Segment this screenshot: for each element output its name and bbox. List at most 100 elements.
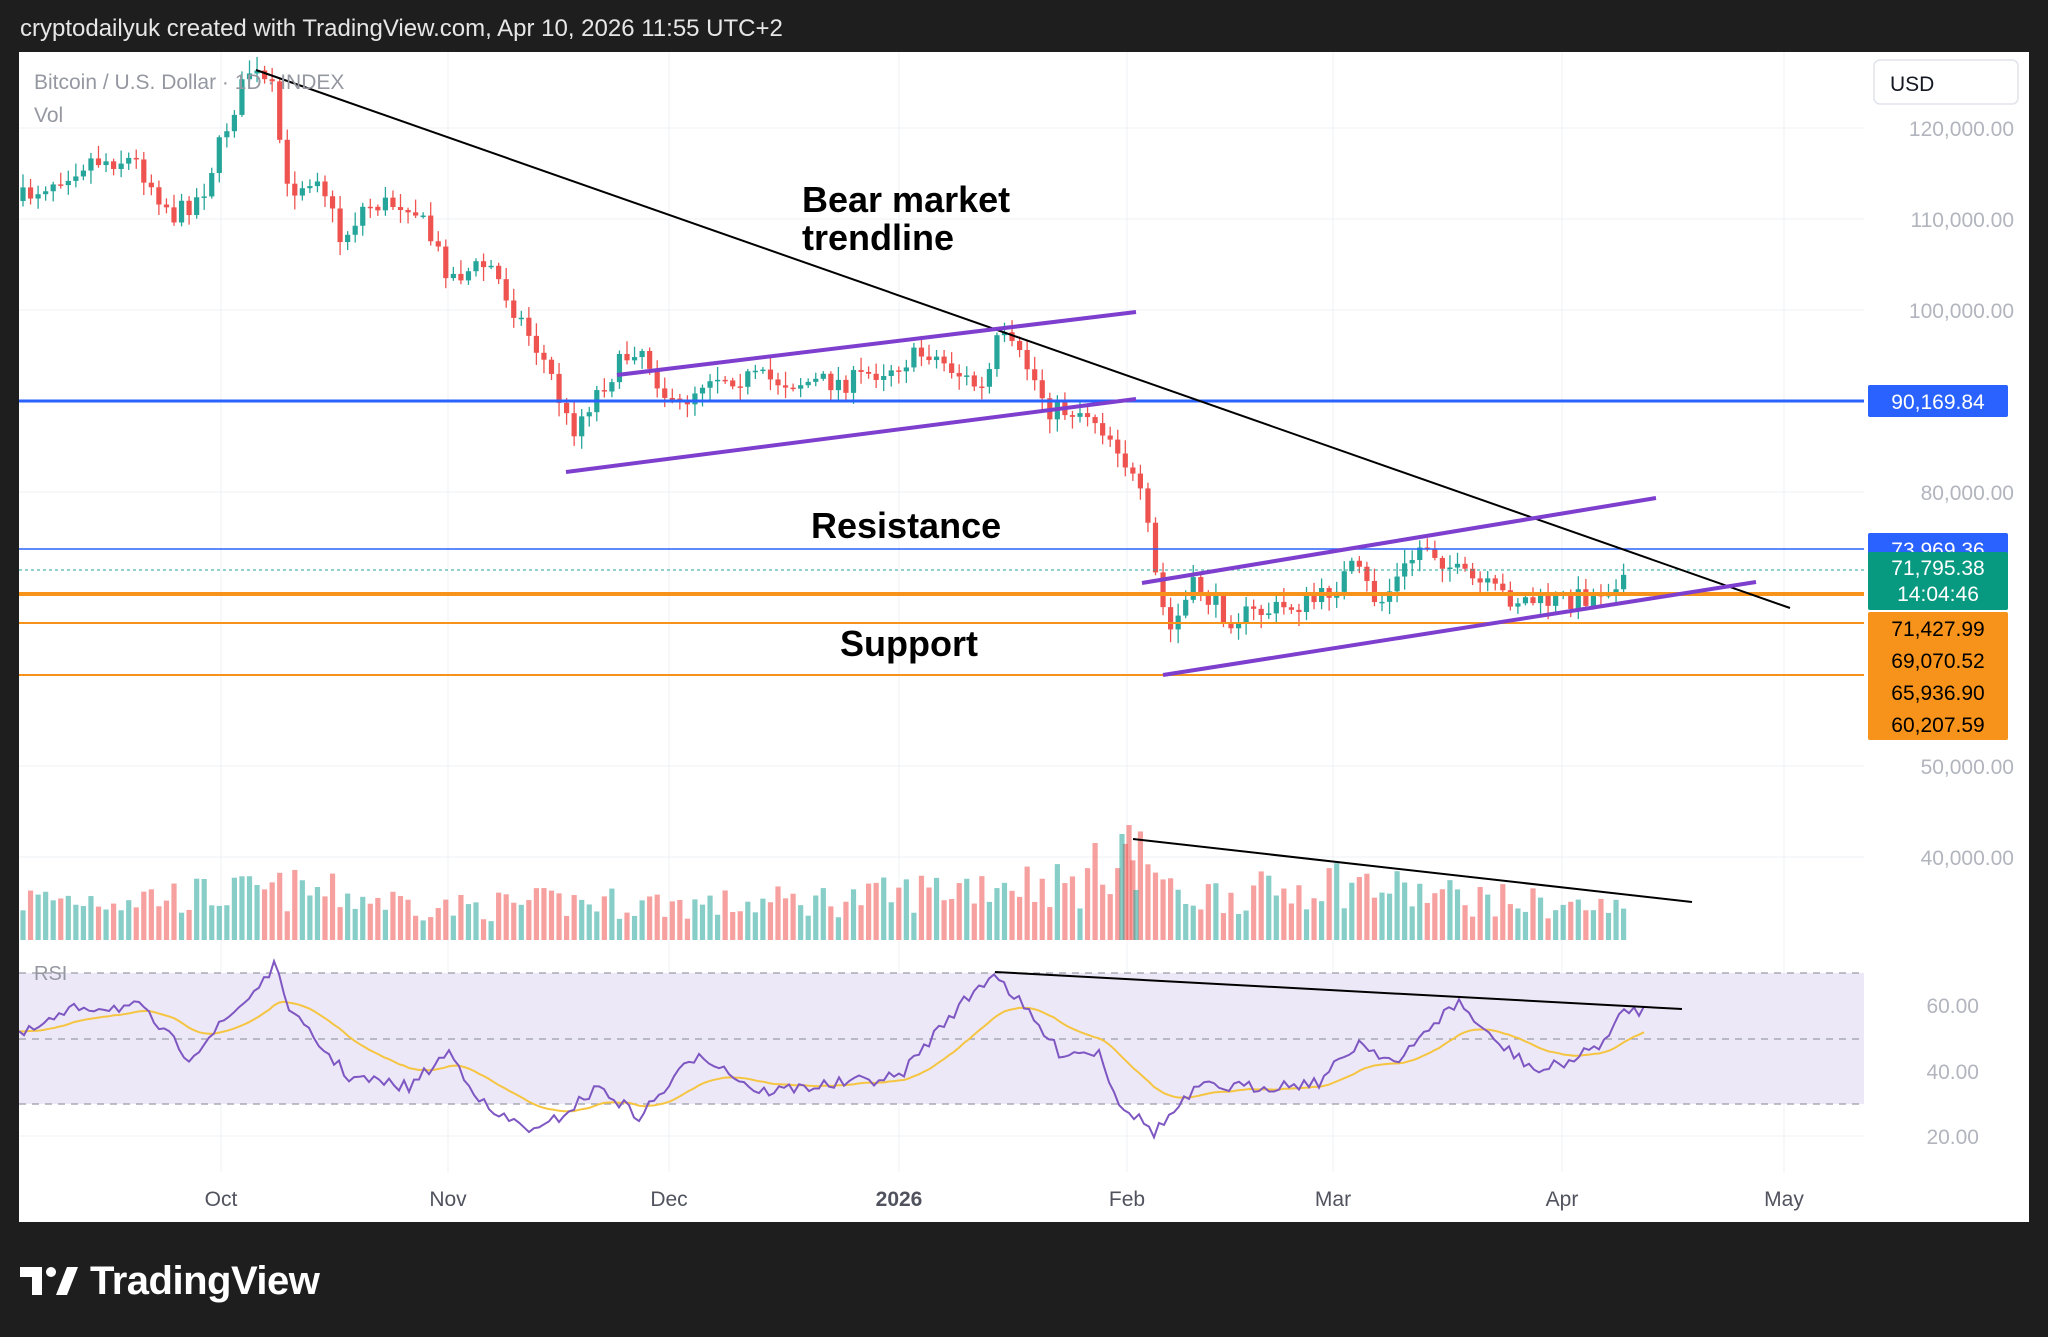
volume-legend[interactable]: Vol — [34, 104, 63, 127]
candle-body — [80, 170, 86, 177]
candle-body — [126, 157, 132, 164]
price-tags[interactable]: 90,169.84 73,969.36 71,795.38 14:04:46 7… — [1868, 385, 2008, 740]
volume-bar — [20, 910, 26, 940]
time-tick: May — [1764, 1188, 1804, 1211]
candle-body — [458, 273, 464, 281]
channel-upper-line-2[interactable] — [1141, 496, 1657, 585]
channel-lower-line-1[interactable] — [565, 397, 1137, 474]
candle-body — [888, 370, 894, 377]
currency-label[interactable]: USD — [1890, 73, 1934, 96]
volume-bar — [480, 919, 487, 940]
volume-bar — [1319, 901, 1325, 940]
volume-bar — [1001, 882, 1008, 940]
volume-bar — [488, 921, 494, 940]
volume-bar — [1130, 860, 1136, 940]
tradingview-logo-icon — [20, 1267, 78, 1295]
volume-bar — [933, 877, 940, 940]
candle-body — [994, 335, 1000, 370]
candle-body — [813, 378, 819, 382]
volume-bar — [1500, 884, 1506, 940]
volume-bar — [1605, 912, 1612, 940]
volume-bar — [949, 898, 955, 940]
candle-body — [420, 215, 426, 218]
volume-bar — [745, 901, 751, 940]
volume-bar — [1303, 909, 1310, 940]
tag-orange-levels[interactable] — [1868, 612, 2008, 740]
currency-selector[interactable]: USD — [1873, 59, 2019, 105]
price-tick: 50,000.00 — [1921, 756, 2014, 779]
volume-bar — [216, 905, 222, 940]
time-axis[interactable]: Oct Nov Dec 2026 Feb Mar Apr May — [205, 1188, 1805, 1211]
volume-bar — [428, 917, 434, 940]
candle-body — [526, 317, 532, 336]
tag-current[interactable] — [1868, 552, 2008, 610]
volume-bar — [80, 905, 86, 940]
bear-market-trendline[interactable] — [255, 69, 1791, 609]
time-tick: Apr — [1546, 1188, 1579, 1211]
volume-bar — [254, 884, 260, 940]
volume-bar — [775, 886, 781, 940]
price-candles — [20, 56, 1627, 644]
volume-bar — [352, 908, 358, 940]
volume-bar — [88, 896, 94, 940]
volume-bar — [420, 920, 426, 940]
candle-body — [1590, 593, 1596, 606]
channel-upper-line-1[interactable] — [616, 310, 1137, 377]
candle-body — [843, 379, 849, 393]
candle-body — [692, 393, 698, 405]
volume-bar — [435, 908, 441, 940]
volume-bar — [473, 902, 479, 940]
volume-bar — [458, 894, 464, 940]
candle-body — [541, 352, 547, 360]
candle-body — [246, 73, 253, 80]
volume-bar — [156, 906, 162, 940]
volume-bar — [647, 896, 653, 940]
volume-bar — [556, 893, 562, 940]
chart-area[interactable]: Bear market trendline Resistance Support… — [18, 52, 2029, 1222]
channel-lower-line-2[interactable] — [1162, 580, 1757, 677]
symbol-legend[interactable]: Bitcoin / U.S. Dollar · 1D · INDEX — [34, 71, 344, 94]
volume-bar — [1621, 908, 1627, 940]
footer-branding[interactable]: TradingView — [20, 1256, 320, 1306]
volume-bar — [1537, 897, 1544, 940]
rsi-trendline[interactable] — [994, 971, 1683, 1010]
volume-bar — [601, 896, 607, 940]
price-axis[interactable]: 120,000.00 110,000.00 100,000.00 80,000.… — [1909, 118, 2014, 870]
time-tick: Nov — [429, 1188, 467, 1211]
volume-trendline[interactable] — [1132, 838, 1693, 903]
candle-body — [828, 373, 834, 391]
volume-bar — [624, 912, 630, 940]
candle-body — [1190, 577, 1196, 600]
volume-bar — [95, 906, 102, 940]
candle-body — [858, 370, 864, 372]
candle-body — [798, 385, 804, 389]
volume-bar — [918, 875, 925, 940]
volume-bar — [1349, 882, 1355, 940]
time-tick: Oct — [205, 1188, 238, 1211]
volume-bar — [1258, 871, 1264, 940]
rsi-axis[interactable]: 60.00 40.00 20.00 — [1926, 995, 1979, 1149]
volume-bar — [269, 882, 275, 940]
rsi-legend[interactable]: RSI — [34, 963, 67, 985]
volume-bar — [133, 907, 139, 940]
volume-bar — [1515, 908, 1521, 940]
volume-bar — [533, 888, 539, 940]
candle-body — [103, 161, 109, 166]
volume-spike — [1126, 825, 1132, 940]
price-tick: 120,000.00 — [1909, 118, 2014, 141]
volume-bar — [1613, 899, 1619, 940]
volume-bar — [292, 869, 298, 940]
candle-body — [88, 158, 94, 171]
candle-body — [564, 402, 570, 414]
price-tick: 40,000.00 — [1921, 847, 2014, 870]
chart-svg[interactable]: Bear market trendline Resistance Support… — [18, 52, 2029, 1222]
candle-body — [1137, 473, 1143, 489]
candle-body — [367, 206, 373, 209]
volume-bar — [405, 899, 411, 940]
tag-90k[interactable] — [1868, 385, 2008, 417]
volume-bar — [1220, 913, 1227, 940]
candle-body — [873, 373, 879, 380]
candle-body — [986, 369, 992, 387]
volume-bar — [299, 880, 305, 940]
volume-bar — [58, 898, 64, 940]
